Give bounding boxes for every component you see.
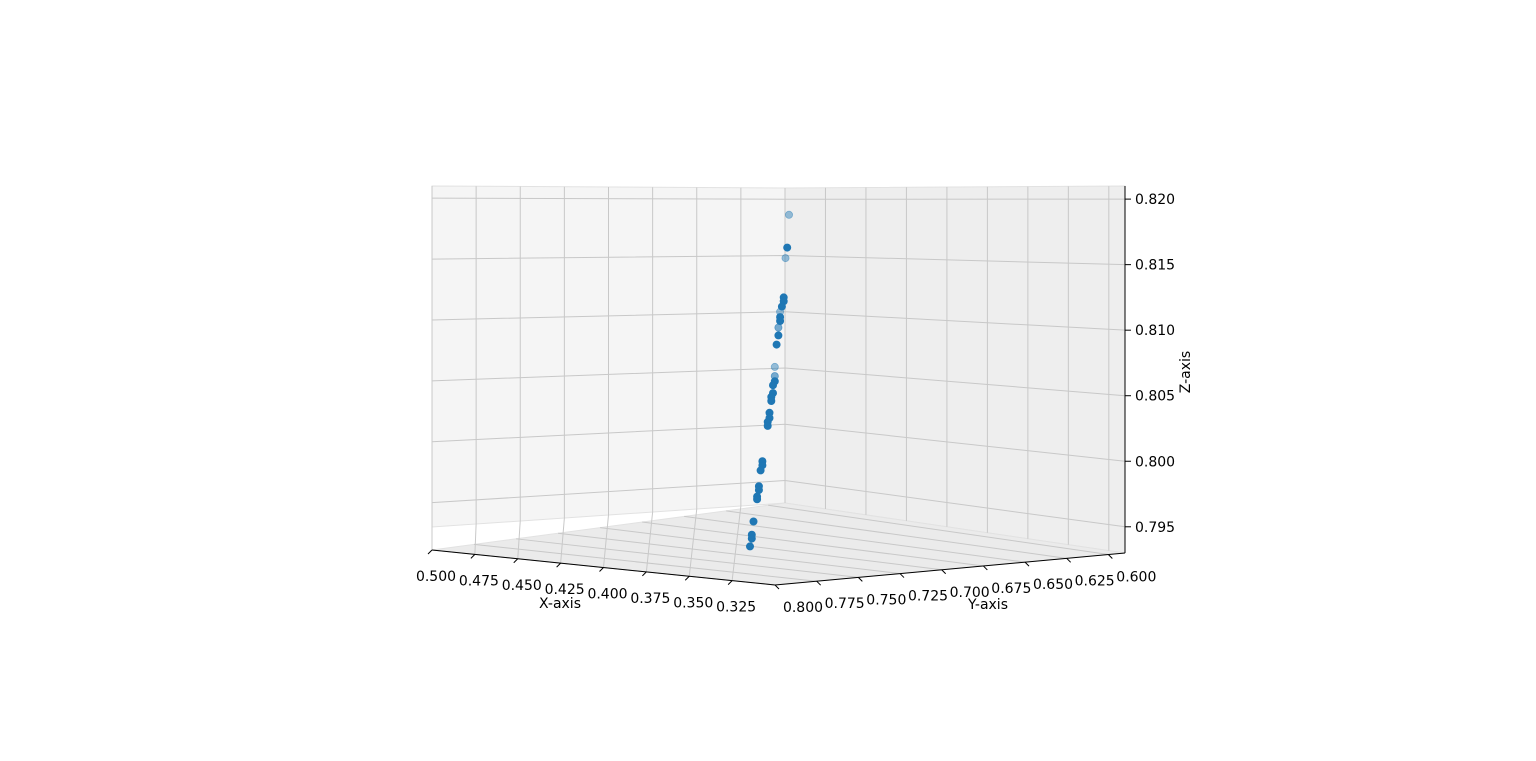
tick-labels: 0.500 0.475 0.450 0.425 0.400 0.375 0.350 0.325…	[416, 192, 1175, 616]
grid-lines	[431, 186, 1126, 586]
x-gridline-floor	[560, 517, 565, 564]
z-tick-label: 0.820	[1135, 192, 1175, 208]
data-point	[747, 534, 756, 543]
z-tick-label: 0.795	[1135, 520, 1175, 536]
y-gridline-floor	[768, 504, 1109, 556]
x-tick	[642, 571, 647, 577]
x-tick-label: 0.325	[716, 600, 756, 616]
y-tick-label: 0.600	[1116, 570, 1156, 586]
x-tick-label: 0.375	[630, 591, 670, 607]
x-tick	[599, 567, 604, 572]
z-gridline	[431, 423, 1126, 462]
data-point	[776, 316, 785, 325]
data-point	[746, 542, 755, 551]
y-tick	[1024, 561, 1030, 567]
x-tick-label: 0.475	[459, 573, 499, 589]
data-point	[783, 243, 792, 252]
y-tick	[857, 577, 863, 582]
x-gridline-floor	[731, 505, 742, 581]
x-tick-label: 0.425	[545, 582, 585, 598]
y-tick	[774, 584, 780, 590]
z-gridline	[431, 479, 1126, 528]
y-tick-label: 0.700	[950, 585, 990, 601]
x-gridline-floor	[645, 511, 654, 572]
data-point	[753, 495, 762, 504]
x-tick	[684, 575, 690, 581]
data-point	[769, 381, 778, 390]
x-tick	[727, 580, 733, 585]
y-tick-label: 0.675	[991, 581, 1031, 597]
data-point	[777, 302, 786, 311]
back-right-pane	[784, 185, 1126, 554]
y-tick-label: 0.650	[1033, 577, 1073, 593]
x-tick-label: 0.450	[502, 578, 542, 594]
data-point	[763, 421, 772, 430]
data-point	[767, 396, 776, 405]
x-tick	[427, 549, 433, 555]
x-gridline-floor	[688, 508, 698, 577]
data-point	[774, 323, 783, 332]
x-tick-label: 0.400	[587, 587, 627, 603]
y-gridline-floor	[684, 515, 1026, 563]
x-tick	[513, 558, 519, 564]
x-axis-line	[431, 549, 776, 586]
x-gridline-floor	[474, 523, 477, 555]
data-point	[785, 210, 794, 219]
data-point	[770, 362, 779, 371]
x-tick	[556, 562, 561, 568]
y-tick	[1107, 554, 1113, 559]
data-point	[781, 254, 790, 263]
x-tick-label: 0.500	[416, 569, 456, 585]
data-point	[772, 340, 781, 349]
y-tick	[899, 573, 905, 578]
y-gridline-floor	[642, 521, 984, 567]
y-gridline-floor	[558, 532, 901, 575]
y-tick-label: 0.625	[1075, 573, 1115, 589]
z-gridline	[431, 367, 1126, 397]
y-tick-label: 0.725	[908, 589, 948, 605]
y-tick	[816, 580, 822, 586]
y-gridline-floor	[515, 538, 859, 578]
z-gridline	[431, 197, 1126, 200]
z-tick-label: 0.805	[1135, 389, 1175, 405]
y-tick	[941, 569, 947, 575]
z-gridline	[431, 254, 1126, 266]
axes	[427, 186, 1131, 590]
y-gridline-floor	[600, 527, 942, 571]
z-tick-label: 0.815	[1135, 258, 1175, 274]
data-point	[749, 517, 758, 526]
z-tick-label: 0.800	[1135, 454, 1175, 470]
x-tick	[470, 554, 476, 559]
z-gridline	[431, 311, 1126, 331]
x-tick-label: 0.350	[673, 595, 713, 611]
z-tick-label: 0.810	[1135, 323, 1175, 339]
x-gridline-floor	[517, 520, 521, 559]
y-tick	[1066, 557, 1072, 563]
x-axis-label: X-axis	[539, 596, 581, 612]
y-gridline-floor	[726, 510, 1067, 559]
data-point	[774, 331, 783, 340]
y-gridline-floor	[473, 543, 817, 582]
z-axis-label: Z-axis	[1178, 351, 1194, 393]
y-tick-label: 0.800	[783, 600, 823, 616]
y-tick-label: 0.775	[825, 596, 865, 612]
y-tick	[982, 565, 988, 571]
y-axis-label: Y-axis	[967, 597, 1008, 613]
data-points	[746, 210, 794, 551]
data-point	[754, 486, 763, 495]
data-point	[756, 466, 765, 475]
y-tick-label: 0.750	[866, 592, 906, 608]
y-axis-line	[774, 552, 1126, 586]
